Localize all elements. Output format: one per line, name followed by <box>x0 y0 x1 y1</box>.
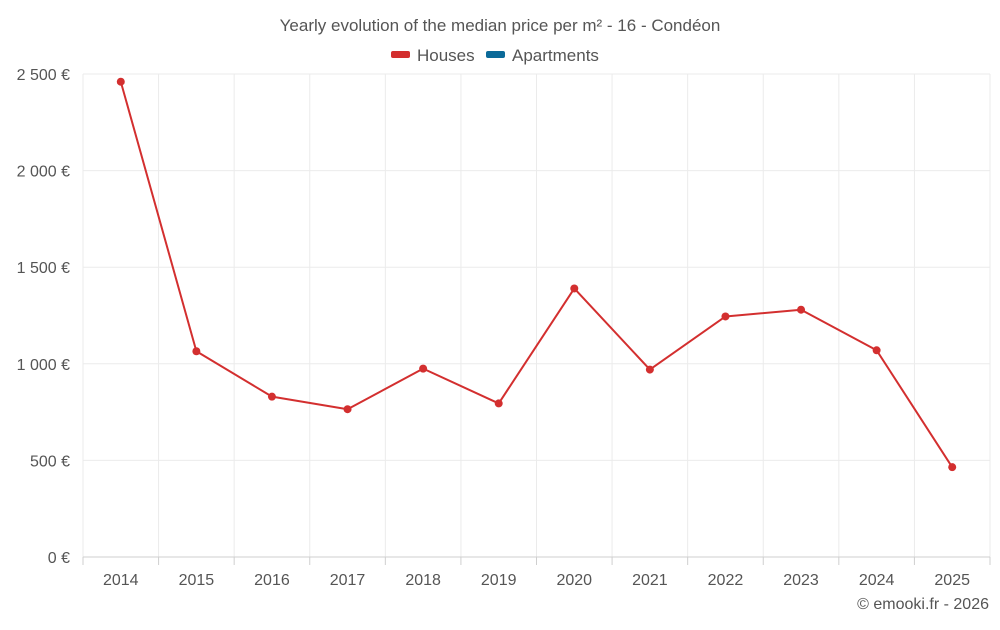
data-point-houses[interactable] <box>721 312 730 321</box>
series-layer <box>116 77 957 472</box>
legend-item-apartments[interactable]: Apartments <box>486 46 599 65</box>
legend-label-apartments: Apartments <box>512 46 599 65</box>
series-line-houses <box>119 80 954 469</box>
x-tick-label: 2021 <box>632 572 668 589</box>
data-point-houses[interactable] <box>494 399 503 408</box>
data-point-houses[interactable] <box>948 463 957 472</box>
x-tick-label: 2015 <box>179 572 215 589</box>
y-tick-label: 2 000 € <box>17 164 70 181</box>
data-point-houses[interactable] <box>645 365 654 374</box>
x-tick-label: 2025 <box>934 572 970 589</box>
y-tick-label: 1 000 € <box>17 357 70 374</box>
chart-title: Yearly evolution of the median price per… <box>280 16 721 35</box>
legend-label-houses: Houses <box>417 46 475 65</box>
x-tick-label: 2017 <box>330 572 366 589</box>
legend-swatch-houses <box>391 51 410 58</box>
data-point-houses[interactable] <box>797 305 806 314</box>
x-tick-label: 2023 <box>783 572 819 589</box>
x-tick-label: 2019 <box>481 572 517 589</box>
legend: Houses Apartments <box>391 46 599 65</box>
x-tick-label: 2018 <box>405 572 441 589</box>
y-tick-label: 2 500 € <box>17 67 70 84</box>
x-tick-label: 2020 <box>556 572 592 589</box>
y-axis: 0 € 500 € 1 000 € 1 500 € 2 000 € 2 500 € <box>17 67 70 567</box>
legend-swatch-apartments <box>486 51 505 58</box>
x-axis: 2014 2015 2016 2017 2018 2019 2020 2021 2022 2023… <box>82 556 991 589</box>
legend-item-houses[interactable]: Houses <box>391 46 475 65</box>
data-point-houses[interactable] <box>267 392 276 401</box>
data-point-houses[interactable] <box>872 346 881 355</box>
y-tick-label: 1 500 € <box>17 260 70 277</box>
data-point-houses[interactable] <box>570 284 579 293</box>
y-tick-label: 0 € <box>48 550 70 567</box>
data-point-houses[interactable] <box>116 77 125 86</box>
grid <box>82 73 991 557</box>
x-tick-label: 2024 <box>859 572 895 589</box>
x-tick-label: 2016 <box>254 572 290 589</box>
data-point-houses[interactable] <box>419 364 428 373</box>
data-point-houses[interactable] <box>192 347 201 356</box>
y-tick-label: 500 € <box>30 453 70 470</box>
x-tick-label: 2014 <box>103 572 139 589</box>
data-point-houses[interactable] <box>343 405 352 414</box>
x-tick-label: 2022 <box>708 572 744 589</box>
credit: © emooki.fr - 2026 <box>857 596 989 613</box>
